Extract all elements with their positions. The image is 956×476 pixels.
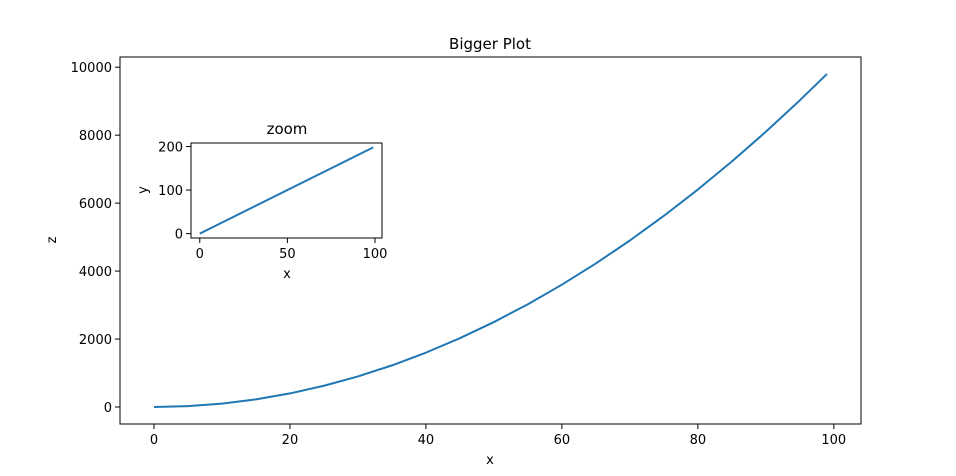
inset-x-tick-label: 0	[196, 247, 204, 262]
main-y-ticks: 0 2000 4000 6000 8000 10000	[71, 61, 120, 416]
main-y-axis-label: z	[45, 236, 60, 243]
inset-x-ticks: 0 50 100	[196, 238, 388, 262]
inset-x-tick-label: 50	[279, 247, 296, 262]
main-x-ticks: 0 20 40 60 80 100	[150, 424, 846, 448]
main-y-tick-label: 2000	[79, 333, 112, 348]
main-chart-title: Bigger Plot	[449, 35, 531, 53]
main-x-tick-label: 40	[418, 433, 435, 448]
inset-chart: zoom 0 50 100 0 100 200 x y	[136, 120, 387, 282]
inset-series-line	[199, 146, 374, 235]
inset-y-tick-label: 200	[158, 140, 183, 155]
main-series-line	[153, 73, 828, 409]
inset-chart-title: zoom	[267, 120, 308, 138]
main-y-tick-label: 6000	[79, 197, 112, 212]
inset-y-tick-label: 100	[158, 184, 183, 199]
main-chart: Bigger Plot 0 20 40 60 80 100 020004000600080…	[45, 35, 862, 468]
inset-y-ticks: 0 100 200	[158, 140, 191, 243]
main-x-axis-label: x	[486, 453, 494, 468]
main-x-tick-label: 80	[690, 433, 707, 448]
main-y-tick-label: 0	[104, 401, 112, 416]
main-y-tick-label: 10000	[71, 61, 112, 76]
inset-series-group	[199, 146, 374, 235]
main-x-tick-label: 60	[554, 433, 571, 448]
inset-y-tick-label: 0	[175, 228, 183, 243]
inset-x-axis-label: x	[283, 267, 291, 282]
inset-y-axis-label: y	[136, 186, 151, 194]
main-y-tick-label: 8000	[79, 129, 112, 144]
main-y-tick-label: 4000	[79, 265, 112, 280]
main-series-group	[153, 73, 828, 409]
inset-x-tick-label: 100	[363, 247, 388, 262]
main-x-tick-label: 20	[282, 433, 299, 448]
main-x-tick-label: 100	[821, 433, 846, 448]
main-axes-frame	[119, 56, 862, 425]
main-x-tick-label: 0	[150, 433, 158, 448]
